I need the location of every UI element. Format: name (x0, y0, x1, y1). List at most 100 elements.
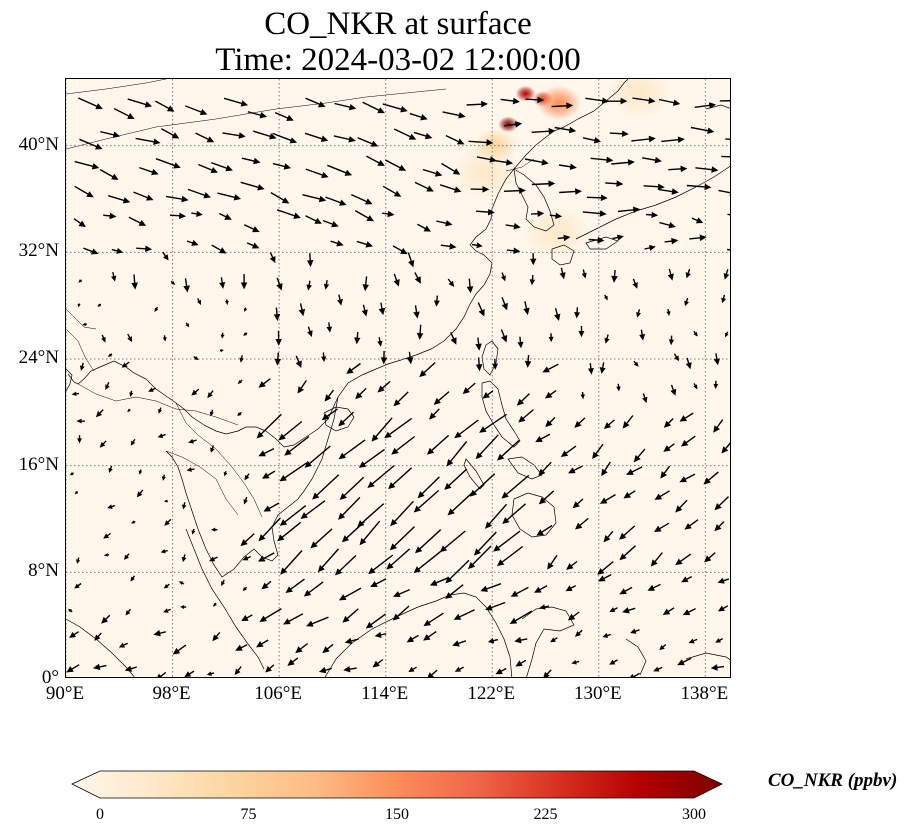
wind-arrow (79, 362, 85, 371)
wind-arrow (453, 609, 475, 620)
wind-arrow (357, 503, 385, 528)
wind-arrow (616, 383, 621, 392)
wind-arrow (321, 352, 327, 363)
wind-arrow (429, 408, 440, 420)
wind-arrow (568, 465, 583, 474)
wind-arrow (414, 272, 421, 284)
wind-arrow (433, 295, 440, 307)
border-kazakh (66, 79, 167, 95)
wind-arrow (408, 666, 417, 673)
wind-arrow (549, 212, 563, 220)
wind-arrow (554, 308, 561, 322)
wind-arrow (530, 253, 537, 266)
wind-arrow (604, 334, 610, 344)
wind-arrow (682, 607, 696, 616)
wind-arrow (727, 213, 730, 216)
wind-arrow (413, 551, 441, 574)
wind-arrow (361, 304, 368, 317)
wind-arrow (557, 234, 571, 242)
wind-arrow (74, 582, 82, 589)
wind-arrow (154, 306, 159, 312)
wind-arrow (560, 445, 577, 458)
wind-arrow (83, 247, 99, 255)
wind-arrow (558, 163, 577, 171)
wind-arrow (209, 556, 218, 562)
border-china-south (77, 383, 239, 426)
wind-arrow (393, 391, 409, 407)
wind-arrow (127, 408, 131, 413)
wind-arrow (658, 98, 681, 106)
wind-arrow (574, 629, 583, 637)
wind-arrow (661, 136, 685, 143)
wind-arrow (170, 280, 176, 286)
wind-arrow (206, 671, 215, 676)
wind-arrow (423, 612, 444, 627)
wind-arrow (500, 97, 520, 105)
wind-arrow (598, 573, 612, 582)
wind-arrow (133, 191, 154, 201)
wind-arrow (450, 332, 457, 345)
wind-arrow (447, 278, 455, 287)
wind-arrow (107, 504, 116, 509)
wind-arrow (690, 126, 715, 134)
border-laos (175, 402, 263, 518)
wind-arrow (305, 168, 329, 179)
wind-arrow (468, 545, 492, 570)
wind-arrow (582, 137, 602, 144)
wind-arrow (587, 363, 594, 375)
wind-arrow (727, 248, 730, 251)
lon-tick-label: 114°E (361, 683, 409, 704)
wind-arrow (285, 578, 305, 594)
wind-arrow (626, 466, 643, 475)
wind-arrow (128, 216, 147, 226)
wind-arrow (714, 496, 729, 511)
wind-arrow (580, 391, 585, 400)
wind-arrow (161, 474, 166, 481)
wind-arrow (619, 586, 633, 595)
lat-tick-label: 32°N (18, 240, 59, 262)
wind-arrow (269, 252, 276, 264)
coastline-mainland (67, 79, 629, 448)
wind-arrow (475, 337, 482, 351)
wind-arrow (660, 465, 671, 479)
wind-arrow (694, 102, 717, 109)
wind-arrow (633, 448, 646, 463)
wind-arrow (223, 97, 249, 107)
wind-arrow (135, 137, 161, 145)
wind-arrow (181, 554, 187, 563)
wind-arrow (256, 413, 282, 439)
wind-arrow (663, 418, 674, 428)
wind-arrow (427, 669, 438, 677)
wind-arrow (659, 643, 667, 651)
wind-arrow (337, 294, 343, 306)
colorbar (70, 770, 724, 800)
wind-arrow (630, 628, 640, 634)
lat-tick-label: 40°N (18, 133, 59, 155)
wind-arrow (235, 644, 248, 651)
wind-arrow (567, 611, 580, 621)
wind-arrow (462, 382, 476, 395)
wind-arrow (650, 552, 663, 567)
wind-arrow (155, 100, 175, 112)
wind-arrow (725, 138, 730, 140)
wind-arrow (276, 209, 301, 219)
country-borders (66, 79, 535, 518)
wind-arrow (632, 97, 656, 104)
wind-arrow (239, 355, 244, 363)
wind-arrow (211, 244, 227, 254)
wind-arrow (139, 166, 159, 176)
wind-arrow (346, 362, 361, 374)
wind-arrow (312, 474, 340, 500)
wind-arrow (382, 185, 402, 197)
wind-arrow (261, 580, 272, 590)
wind-arrow (307, 326, 313, 338)
wind-arrow (413, 131, 433, 140)
wind-arrow (407, 252, 415, 268)
wind-arrow (108, 465, 113, 474)
wind-arrow (539, 604, 550, 610)
colorbar-tick-label: 225 (533, 806, 558, 823)
wind-arrow (241, 157, 261, 165)
colorbar-tick-label: 300 (682, 806, 706, 823)
wind-arrow (302, 194, 327, 203)
wind-arrow (265, 664, 275, 673)
